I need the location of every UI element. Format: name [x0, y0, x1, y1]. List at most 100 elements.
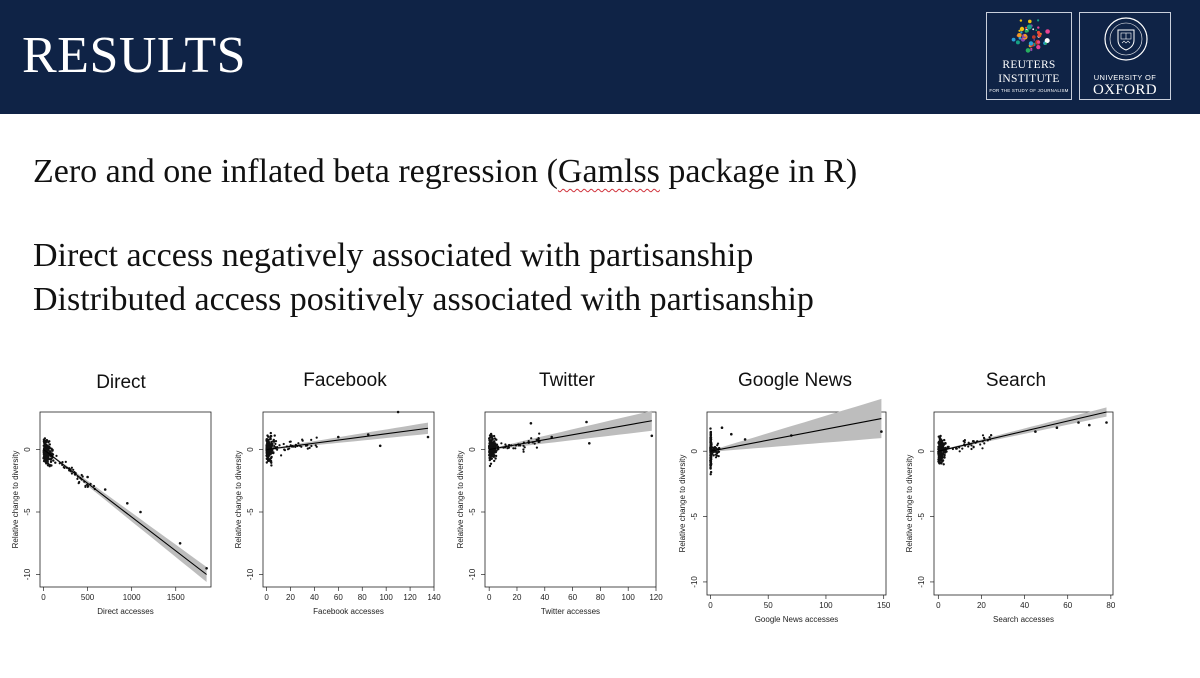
- chart-title-twitter: Twitter: [539, 370, 596, 391]
- y-tick-label: -10: [246, 568, 255, 580]
- x-tick-label: 40: [540, 593, 549, 602]
- data-point: [268, 441, 271, 444]
- data-point: [52, 459, 55, 462]
- data-point: [494, 457, 497, 460]
- reuters-logo-line1: REUTERS: [1002, 59, 1056, 71]
- data-point: [535, 438, 538, 441]
- data-point: [971, 440, 975, 443]
- data-point: [280, 454, 283, 457]
- data-point: [489, 440, 492, 443]
- data-point: [89, 482, 92, 485]
- data-point: [310, 444, 313, 448]
- data-point: [490, 457, 493, 460]
- oxford-logo: UNIVERSITY OF OXFORD: [1079, 12, 1171, 100]
- data-point: [967, 445, 970, 448]
- data-point: [709, 467, 712, 470]
- data-point: [492, 434, 496, 438]
- data-point: [54, 461, 57, 464]
- x-tick-label: 60: [568, 593, 577, 602]
- data-point: [76, 477, 79, 480]
- data-point: [495, 443, 499, 446]
- data-point: [283, 449, 286, 452]
- slide-title: RESULTS: [22, 27, 247, 84]
- data-point: [937, 460, 940, 463]
- data-point: [46, 462, 50, 465]
- data-point: [500, 442, 503, 445]
- data-point: [269, 457, 273, 460]
- data-point: [538, 432, 541, 435]
- data-point: [426, 435, 430, 439]
- data-point: [497, 448, 500, 451]
- x-tick-label: 80: [596, 593, 605, 602]
- data-point: [714, 453, 717, 456]
- data-point: [268, 458, 271, 462]
- x-tick-label: 80: [1106, 601, 1115, 610]
- data-point: [269, 431, 272, 435]
- data-point: [42, 440, 46, 443]
- data-point: [488, 453, 492, 456]
- data-point: [300, 445, 303, 448]
- data-point: [939, 434, 942, 438]
- data-point: [294, 445, 297, 448]
- data-point: [943, 456, 946, 459]
- fit-line-facebook: [266, 427, 429, 451]
- data-point: [939, 441, 942, 445]
- data-point: [1105, 421, 1108, 424]
- data-point: [504, 443, 507, 446]
- x-tick-label: 0: [41, 593, 46, 602]
- data-point: [938, 438, 942, 442]
- data-point: [941, 447, 944, 451]
- data-point: [493, 459, 496, 463]
- data-point: [270, 461, 273, 464]
- y-tick-label: -5: [690, 512, 699, 520]
- data-point: [709, 436, 712, 439]
- data-point: [522, 448, 525, 451]
- data-point: [301, 439, 304, 442]
- data-point: [268, 452, 272, 455]
- x-tick-label: 60: [1063, 601, 1072, 610]
- data-point: [272, 440, 276, 443]
- data-point: [314, 444, 317, 447]
- data-point: [55, 454, 58, 457]
- x-tick-label: 80: [358, 593, 367, 602]
- data-point: [709, 473, 712, 476]
- x-tick-label: 120: [403, 593, 417, 602]
- data-point: [938, 444, 941, 448]
- data-point: [522, 444, 525, 447]
- data-point: [46, 455, 50, 458]
- data-point: [306, 447, 309, 450]
- data-point: [709, 441, 713, 445]
- data-point: [942, 463, 945, 466]
- data-point: [46, 447, 49, 450]
- x-tick-label: 100: [379, 593, 393, 602]
- data-point: [48, 440, 51, 443]
- data-point: [272, 452, 275, 455]
- data-point: [514, 447, 517, 450]
- data-point: [941, 439, 944, 443]
- x-axis-label-facebook: Facebook accesses: [313, 607, 384, 616]
- confidence-band-facebook: [266, 422, 428, 451]
- data-point: [310, 438, 313, 441]
- y-tick-label: -10: [690, 576, 699, 588]
- data-point: [522, 450, 525, 453]
- y-tick-label: 0: [246, 447, 255, 452]
- data-point: [48, 443, 51, 446]
- method-text-post: package in R): [659, 153, 858, 190]
- data-point: [490, 435, 493, 438]
- x-tick-label: 20: [977, 601, 986, 610]
- data-point: [308, 446, 311, 449]
- data-point: [880, 430, 883, 433]
- data-point: [709, 460, 713, 463]
- data-point: [43, 454, 46, 458]
- data-point: [270, 464, 273, 467]
- data-point: [710, 455, 713, 458]
- y-axis-label-direct: Relative change to diversity: [11, 451, 20, 549]
- data-point: [943, 453, 946, 457]
- fit-line-search: [938, 411, 1107, 452]
- data-point: [44, 447, 47, 451]
- oxford-logo-line1: UNIVERSITY OF: [1093, 73, 1157, 82]
- reuters-dots-icon: [1011, 19, 1050, 53]
- x-tick-label: 0: [708, 601, 713, 610]
- data-point: [963, 439, 967, 442]
- data-point: [267, 443, 270, 446]
